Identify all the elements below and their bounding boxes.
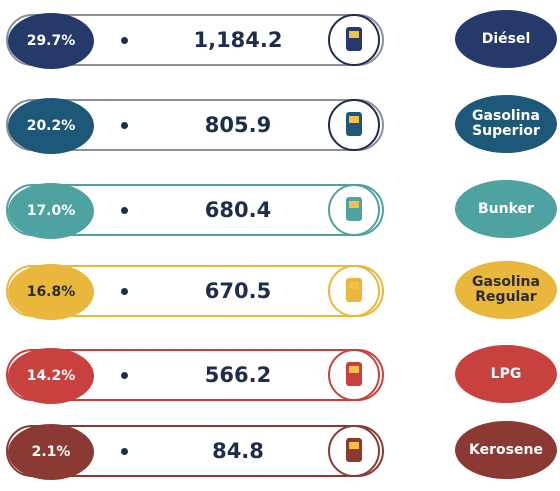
bullet-dot — [121, 288, 128, 295]
row-pill: 14.2% 566.2 — [6, 348, 384, 404]
fuel-icon — [328, 14, 380, 66]
value: 670.5 — [204, 279, 272, 303]
icon-body — [346, 278, 362, 302]
icon-graphic — [346, 362, 362, 386]
icon-detail — [349, 116, 359, 123]
fuel-icon — [328, 425, 380, 477]
icon-body — [346, 112, 362, 136]
fuel-icon — [328, 265, 380, 317]
percent-badge: 2.1% — [8, 424, 94, 480]
icon-graphic — [346, 278, 362, 302]
bullet-dot — [121, 372, 128, 379]
percent-badge: 20.2% — [8, 98, 94, 154]
fuel-label: Gasolina Regular — [455, 261, 557, 319]
value: 1,184.2 — [193, 28, 283, 52]
row-pill: 2.1% 84.8 — [6, 424, 384, 480]
bullet-dot — [121, 207, 128, 214]
icon-graphic — [346, 112, 362, 136]
bullet-dot — [121, 448, 128, 455]
bullet-dot — [121, 37, 128, 44]
bullet-dot — [121, 122, 128, 129]
fuel-label: Bunker — [455, 180, 557, 238]
icon-body — [346, 197, 362, 221]
value: 805.9 — [204, 113, 272, 137]
fuel-label: Diésel — [455, 10, 557, 68]
icon-body — [346, 438, 362, 462]
fuel-icon — [328, 99, 380, 151]
icon-body — [346, 27, 362, 51]
row-pill: 16.8% 670.5 — [6, 264, 384, 320]
icon-graphic — [346, 197, 362, 221]
row-pill: 29.7% 1,184.2 — [6, 13, 384, 69]
fuel-icon — [328, 349, 380, 401]
icon-detail — [349, 201, 359, 208]
row-pill: 20.2% 805.9 — [6, 98, 384, 154]
icon-detail — [349, 31, 359, 38]
percent-badge: 16.8% — [8, 264, 94, 320]
value: 84.8 — [212, 439, 264, 463]
icon-body — [346, 362, 362, 386]
percent-badge: 29.7% — [8, 13, 94, 69]
icon-detail — [349, 442, 359, 449]
icon-graphic — [346, 438, 362, 462]
fuel-icon — [328, 184, 380, 236]
icon-graphic — [346, 27, 362, 51]
percent-badge: 14.2% — [8, 348, 94, 404]
icon-detail — [349, 366, 359, 373]
value: 566.2 — [204, 363, 272, 387]
value: 680.4 — [204, 198, 272, 222]
row-pill: 17.0% 680.4 — [6, 183, 384, 239]
fuel-label: Gasolina Superior — [455, 95, 557, 153]
icon-detail — [349, 282, 359, 289]
fuel-label: Kerosene — [455, 421, 557, 479]
percent-badge: 17.0% — [8, 183, 94, 239]
fuel-label: LPG — [455, 345, 557, 403]
